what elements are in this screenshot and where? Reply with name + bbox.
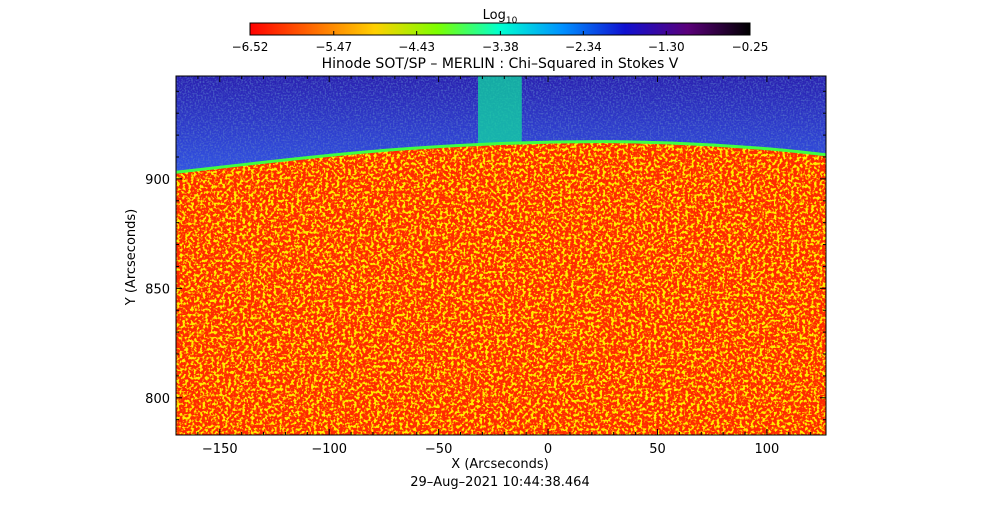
colorbar-tick-label: −5.47 [315, 40, 352, 54]
colorbar-label-subscript: 10 [506, 16, 518, 26]
limb-line [176, 140, 826, 174]
x-axis-ticks: −150 −100 −50 0 50 100 [175, 76, 812, 457]
x-tick-label: 50 [649, 442, 666, 457]
solar-disk-texture [176, 141, 826, 435]
x-axis-label: X (Arcseconds) [451, 457, 548, 472]
x-tick-label: 0 [544, 442, 552, 457]
colorbar-tick-label: −2.34 [565, 40, 602, 54]
x-tick-label: −150 [202, 442, 238, 457]
plot-frame [175, 75, 827, 436]
colorbar: Log10 −6.52 −5.47 −4.43 −3.38 −2.34 −1.30 −0.2… [232, 8, 769, 54]
chart-title: Hinode SOT/SP – MERLIN : Chi–Squared in … [322, 56, 679, 72]
colorbar-tick-label: −4.43 [398, 40, 435, 54]
plot-area: −150 −100 −50 0 50 100 800 850 900 [145, 75, 827, 457]
colorbar-tick-label: −0.25 [732, 40, 769, 54]
y-tick-label: 850 [145, 282, 170, 297]
y-tick-label: 900 [145, 173, 170, 188]
colorbar-label-base: Log [483, 8, 506, 23]
colorbar-ticks: −6.52 −5.47 −4.43 −3.38 −2.34 −1.30 −0.25 [232, 31, 769, 54]
colorbar-tick-label: −6.52 [232, 40, 269, 54]
colorbar-tick-label: −3.38 [482, 40, 519, 54]
colorbar-label: Log10 [483, 8, 518, 26]
y-axis-label: Y (Arcseconds) [124, 209, 139, 306]
y-tick-label: 800 [145, 392, 170, 407]
x-tick-label: −50 [425, 442, 452, 457]
x-tick-label: 100 [754, 442, 779, 457]
x-tick-label: −100 [311, 442, 347, 457]
central-column-artifact [478, 76, 522, 147]
observation-timestamp: 29–Aug–2021 10:44:38.464 [410, 475, 589, 490]
colorbar-tick-label: −1.30 [648, 40, 685, 54]
y-axis-ticks: 800 850 900 [145, 90, 826, 421]
